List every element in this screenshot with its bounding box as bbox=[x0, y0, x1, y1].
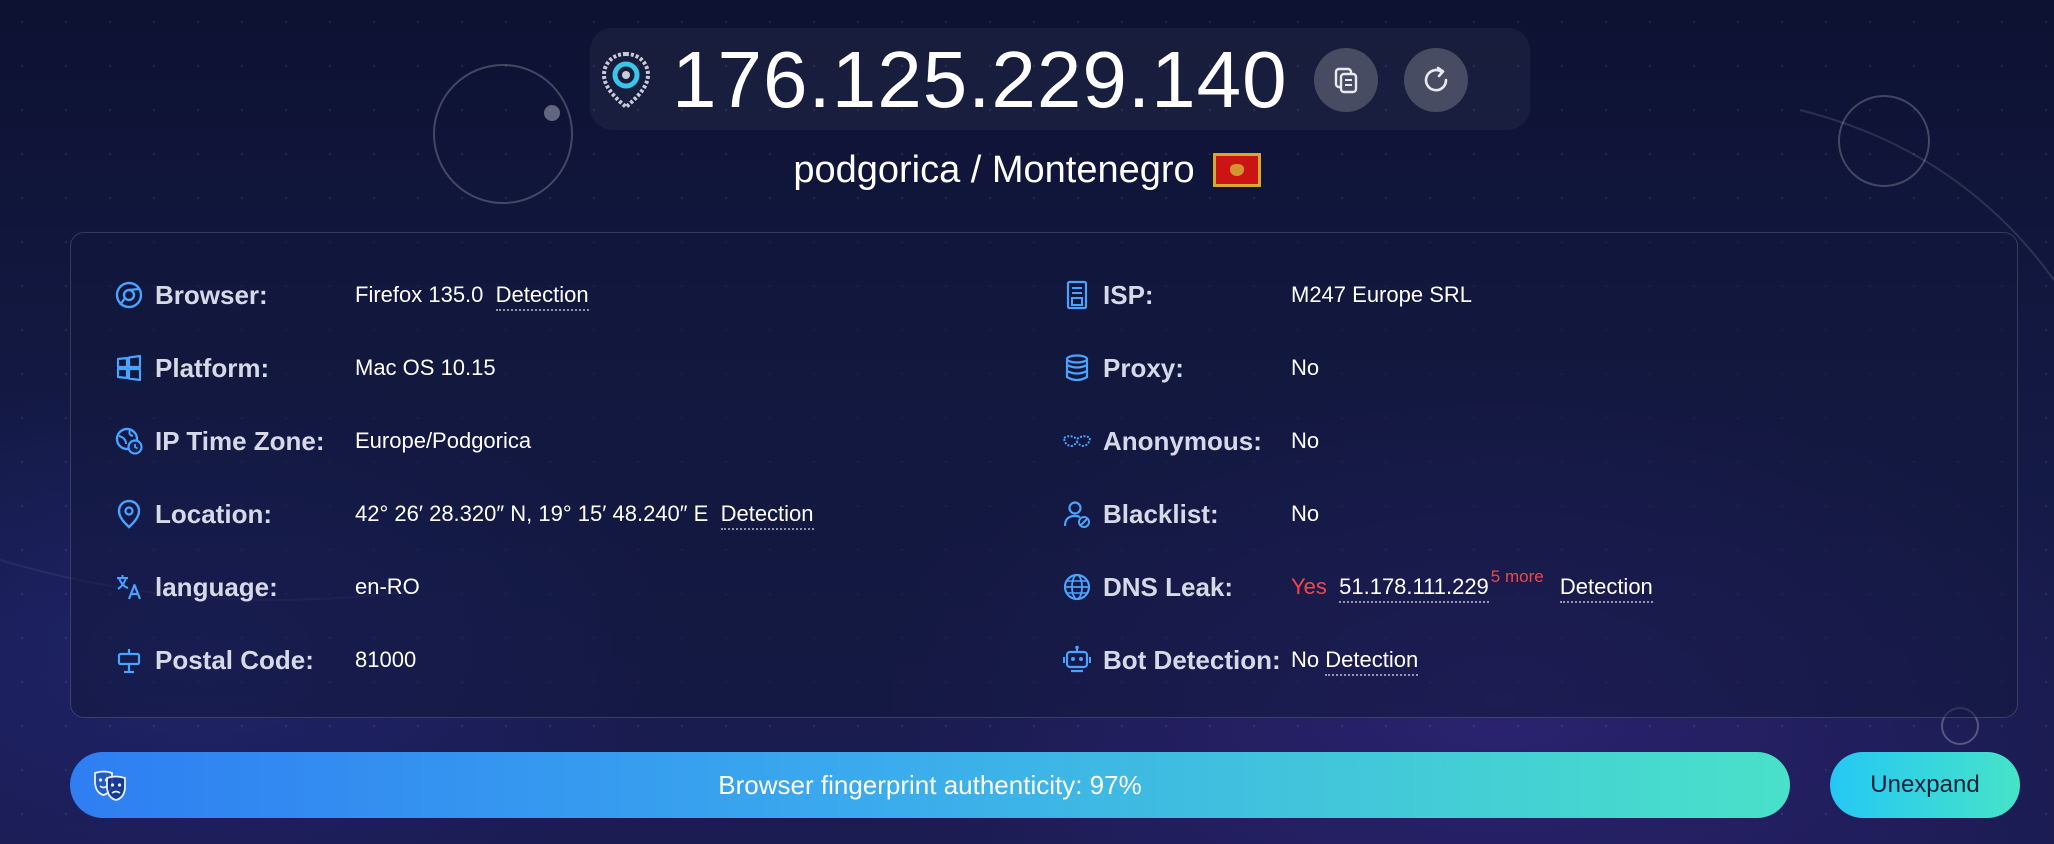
bot-detection-link[interactable]: Detection bbox=[1325, 647, 1419, 676]
info-row-bot-detection: Bot Detection: No Detection bbox=[1061, 640, 1961, 680]
platform-value: Mac OS 10.15 bbox=[355, 355, 496, 380]
dns-leak-value-group: Yes 51.178.111.229 5 more Detection bbox=[1291, 567, 1653, 607]
user-blacklist-icon bbox=[1061, 498, 1093, 530]
location-row: podgorica / Montenegro bbox=[0, 143, 2054, 197]
city-country: podgorica / Montenegro bbox=[793, 148, 1195, 191]
postal-icon bbox=[113, 644, 145, 676]
authenticity-text: Browser fingerprint authenticity: 97% bbox=[718, 769, 1142, 800]
browser-value-group: Firefox 135.0 Detection bbox=[355, 275, 589, 315]
copy-ip-button[interactable] bbox=[1313, 48, 1378, 112]
info-row-anonymous: Anonymous: No bbox=[1061, 421, 1961, 461]
copy-icon bbox=[1334, 67, 1357, 94]
montenegro-flag-icon bbox=[1212, 153, 1261, 187]
browser-icon bbox=[113, 279, 145, 311]
browser-detection-link[interactable]: Detection bbox=[495, 282, 589, 311]
location-coordinates: 42° 26′ 28.320″ N, 19° 15′ 48.240″ E bbox=[355, 501, 709, 526]
theater-masks-icon bbox=[90, 765, 130, 805]
bot-detection-value-group: No Detection bbox=[1291, 640, 1419, 680]
language-label: language: bbox=[155, 571, 278, 602]
timezone-label: IP Time Zone: bbox=[155, 425, 325, 456]
isp-value: M247 Europe SRL bbox=[1291, 282, 1472, 307]
ip-address: 176.125.229.140 bbox=[672, 35, 1288, 124]
windows-icon bbox=[113, 352, 145, 384]
info-row-postal-code: Postal Code: 81000 bbox=[113, 640, 1013, 680]
location-value-group: 42° 26′ 28.320″ N, 19° 15′ 48.240″ E Det… bbox=[355, 494, 814, 534]
unexpand-button[interactable]: Unexpand bbox=[1830, 752, 2020, 818]
language-value: en-RO bbox=[355, 574, 420, 599]
anonymous-label: Anonymous: bbox=[1103, 425, 1262, 456]
location-pin-icon bbox=[601, 51, 651, 110]
blacklist-value: No bbox=[1291, 501, 1320, 526]
dns-globe-icon bbox=[1061, 571, 1093, 603]
timezone-value: Europe/Podgorica bbox=[355, 428, 532, 453]
browser-label: Browser: bbox=[155, 279, 268, 310]
dns-leak-more[interactable]: 5 more bbox=[1490, 567, 1544, 586]
anonymous-value: No bbox=[1291, 428, 1320, 453]
map-pin-icon bbox=[113, 498, 145, 530]
info-row-browser: Browser: Firefox 135.0 Detection bbox=[113, 275, 1013, 315]
refresh-icon bbox=[1424, 66, 1447, 92]
info-row-dns-leak: DNS Leak: Yes 51.178.111.229 5 more Detec… bbox=[1061, 567, 1961, 607]
info-row-timezone: IP Time Zone: Europe/Podgorica bbox=[113, 421, 1013, 461]
bot-detection-label: Bot Detection: bbox=[1103, 644, 1281, 675]
location-label: Location: bbox=[155, 498, 272, 529]
postal-code-value: 81000 bbox=[355, 647, 417, 672]
isp-label: ISP: bbox=[1103, 279, 1154, 310]
dns-leak-detection-link[interactable]: Detection bbox=[1559, 574, 1653, 603]
dns-leak-status: Yes bbox=[1291, 574, 1327, 599]
info-row-platform: Platform: Mac OS 10.15 bbox=[113, 348, 1013, 388]
location-detection-link[interactable]: Detection bbox=[720, 501, 814, 530]
fingerprint-authenticity-bar: Browser fingerprint authenticity: 97% bbox=[70, 752, 1790, 818]
translate-icon bbox=[113, 571, 145, 603]
globe-clock-icon bbox=[113, 425, 145, 457]
info-row-location: Location: 42° 26′ 28.320″ N, 19° 15′ 48.… bbox=[113, 494, 1013, 534]
proxy-value: No bbox=[1291, 355, 1320, 380]
database-icon bbox=[1061, 352, 1093, 384]
platform-label: Platform: bbox=[155, 352, 270, 383]
postal-code-label: Postal Code: bbox=[155, 644, 314, 675]
dns-leak-label: DNS Leak: bbox=[1103, 571, 1234, 602]
proxy-label: Proxy: bbox=[1103, 352, 1184, 383]
bot-detection-value: No bbox=[1291, 647, 1320, 672]
server-icon bbox=[1061, 279, 1093, 311]
unexpand-label: Unexpand bbox=[1870, 771, 1980, 798]
info-row-blacklist: Blacklist: No bbox=[1061, 494, 1961, 534]
browser-value: Firefox 135.0 bbox=[355, 282, 484, 307]
info-row-language: language: en-RO bbox=[113, 567, 1013, 607]
mask-icon bbox=[1061, 425, 1093, 457]
refresh-ip-button[interactable] bbox=[1403, 48, 1468, 112]
robot-icon bbox=[1061, 644, 1093, 676]
ip-header: 176.125.229.140 bbox=[596, 30, 1468, 130]
info-row-proxy: Proxy: No bbox=[1061, 348, 1961, 388]
dns-leak-ip[interactable]: 51.178.111.229 bbox=[1339, 574, 1489, 603]
info-panel: Browser: Firefox 135.0 Detection Platfor… bbox=[70, 232, 2018, 718]
blacklist-label: Blacklist: bbox=[1103, 498, 1219, 529]
info-row-isp: ISP: M247 Europe SRL bbox=[1061, 275, 1961, 315]
